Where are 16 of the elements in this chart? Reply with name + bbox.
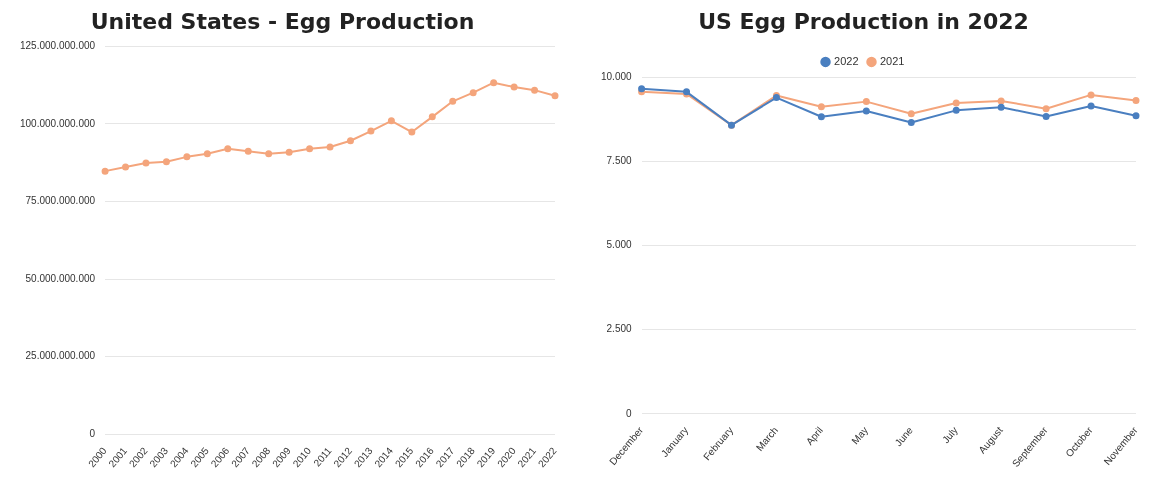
y-tick-label: 25.000.000.000 xyxy=(25,350,96,362)
y-tick-label: 5.000 xyxy=(606,239,633,251)
legend-label: 2022 xyxy=(834,54,859,67)
legend-label: 2021 xyxy=(880,54,905,67)
y-tick-label: 75.000.000.000 xyxy=(25,195,96,207)
x-tick-label: July xyxy=(940,424,960,446)
y-tick-label: 125.000.000.000 xyxy=(20,40,96,52)
y-tick-label: 2.500 xyxy=(606,323,633,335)
y-tick-label: 7.500 xyxy=(606,155,633,167)
y-tick-label: 0 xyxy=(89,428,96,439)
chart-title: United States - Egg Production xyxy=(90,8,475,34)
y-tick-label: 100.000.000.000 xyxy=(20,117,96,129)
chart-title: US Egg Production in 2022 xyxy=(698,8,1029,34)
y-tick-label: 10.000 xyxy=(600,71,633,83)
y-tick-label: 0 xyxy=(626,407,633,419)
y-tick-label: 50.000.000.000 xyxy=(25,272,96,284)
